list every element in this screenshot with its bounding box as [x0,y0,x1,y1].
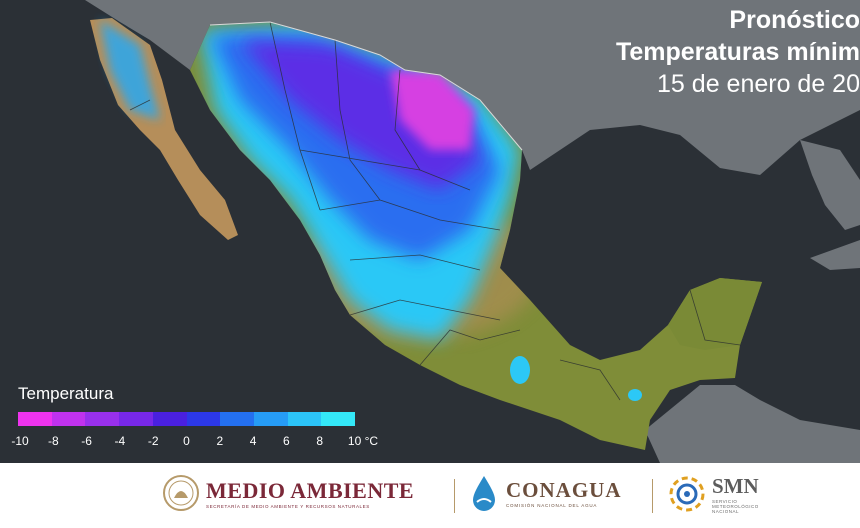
legend-swatch [51,412,86,426]
smn-name: SMN [712,474,759,498]
legend-swatch [152,412,187,426]
legend-tick-label: -8 [47,434,59,448]
smn-subtitle-3: NACIONAL [712,509,740,514]
mexico-seal-icon [163,475,199,511]
logo-divider [454,479,455,513]
florida-land [800,140,860,230]
legend-swatch [253,412,288,426]
legend-swatch [287,412,322,426]
smn-subtitle-2: METEOROLÓGICO [712,504,759,509]
map-title-line1: Pronóstico [729,6,860,34]
conagua-subtitle: COMISIÓN NACIONAL DEL AGUA [506,503,598,508]
legend-tick-label: 4 [249,434,257,448]
medio-ambiente-name: MEDIO AMBIENTE [206,477,415,503]
central-america-land [645,385,860,463]
legend-tick-label: 10 °C [347,434,379,448]
legend-title: Temperatura [18,384,114,403]
logo-divider-2 [652,479,653,513]
legend-swatch [119,412,153,426]
legend-swatch [321,412,356,426]
legend-tick-label: 2 [216,434,224,448]
legend-tick-label: 8 [316,434,324,448]
conagua-name: CONAGUA [506,478,622,502]
usa-land [0,0,860,175]
legend-swatch [220,412,254,426]
legend-tick-label: -2 [147,434,159,448]
water-drop-icon [473,476,495,511]
map-title-line2: Temperaturas mínim [615,38,860,66]
legend-color-bar [18,412,356,426]
conagua-logo: CONAGUA COMISIÓN NACIONAL DEL AGUA [468,474,622,512]
legend-swatch [85,412,120,426]
legend-swatch [186,412,221,426]
smn-subtitle-1: SERVICIO [712,499,738,504]
smn-logo: SMN SERVICIO METEOROLÓGICO NACIONAL [668,474,759,514]
temperature-map [0,0,860,463]
legend-tick-label: -10 [11,434,29,448]
footer-logos: MEDIO AMBIENTE SECRETARÍA DE MEDIO AMBIE… [0,463,860,528]
legend-swatch [18,412,52,426]
legend-tick-label: -4 [114,434,126,448]
medio-ambiente-subtitle: SECRETARÍA DE MEDIO AMBIENTE Y RECURSOS … [206,503,370,509]
medio-ambiente-logo: MEDIO AMBIENTE SECRETARÍA DE MEDIO AMBIE… [162,474,414,512]
map-date: 15 de enero de 20 [657,70,860,98]
legend-tick-label: -6 [81,434,92,448]
legend-tick-label: 0 [183,434,190,448]
legend-tick-label: 6 [283,434,290,448]
weather-swirl-icon [669,476,705,512]
cuba-land [810,240,860,270]
